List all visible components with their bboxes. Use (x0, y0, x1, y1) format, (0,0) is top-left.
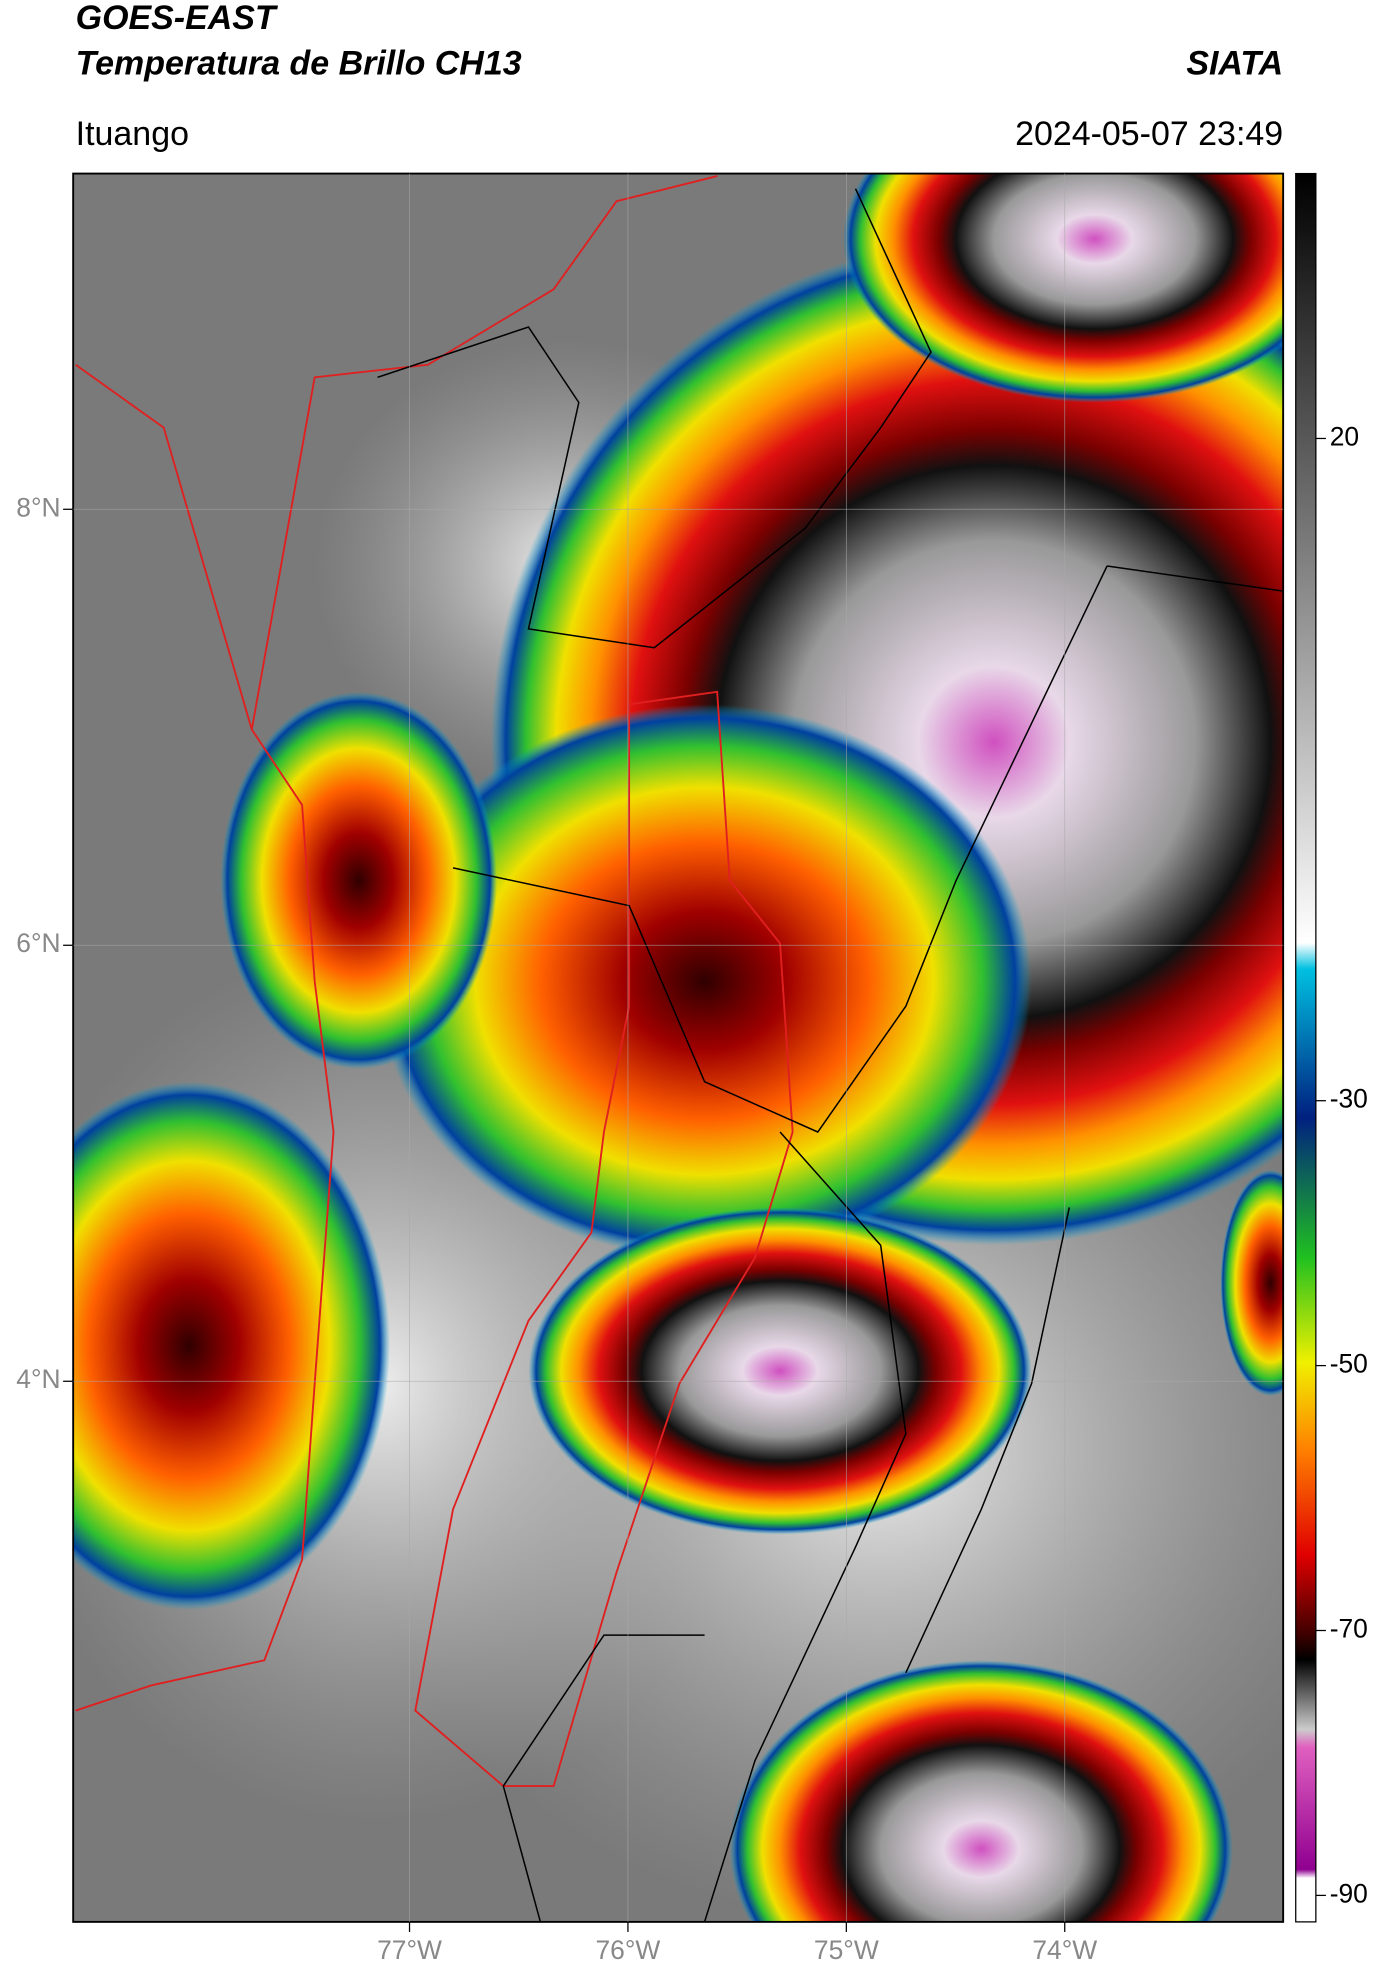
x-tick-label: 74°W (1032, 1935, 1097, 1965)
colorbar-tick-label: -70 (1330, 1613, 1368, 1643)
colorbar-tick-label: -30 (1330, 1084, 1368, 1114)
datetime: 2024-05-07 23:49 (1015, 115, 1283, 153)
location: Ituango (76, 115, 189, 153)
colorbar-tick-label: -50 (1330, 1349, 1368, 1379)
colorbar-tick-label: -90 (1330, 1878, 1368, 1908)
map-frame (72, 172, 1285, 1923)
colorbar (1295, 172, 1317, 1923)
map-image (73, 173, 1284, 1922)
brand: SIATA (1186, 44, 1283, 82)
colorbar-tick-label: 20 (1330, 421, 1359, 451)
title: Temperatura de Brillo CH13 (76, 44, 522, 82)
y-tick-label: 6°N (16, 928, 60, 958)
y-tick-label: 8°N (16, 492, 60, 522)
y-tick-label: 4°N (16, 1364, 60, 1394)
x-tick-label: 77°W (377, 1935, 442, 1965)
x-tick-label: 76°W (596, 1935, 661, 1965)
x-tick-label: 75°W (814, 1935, 879, 1965)
title: GOES-EAST (76, 0, 279, 37)
